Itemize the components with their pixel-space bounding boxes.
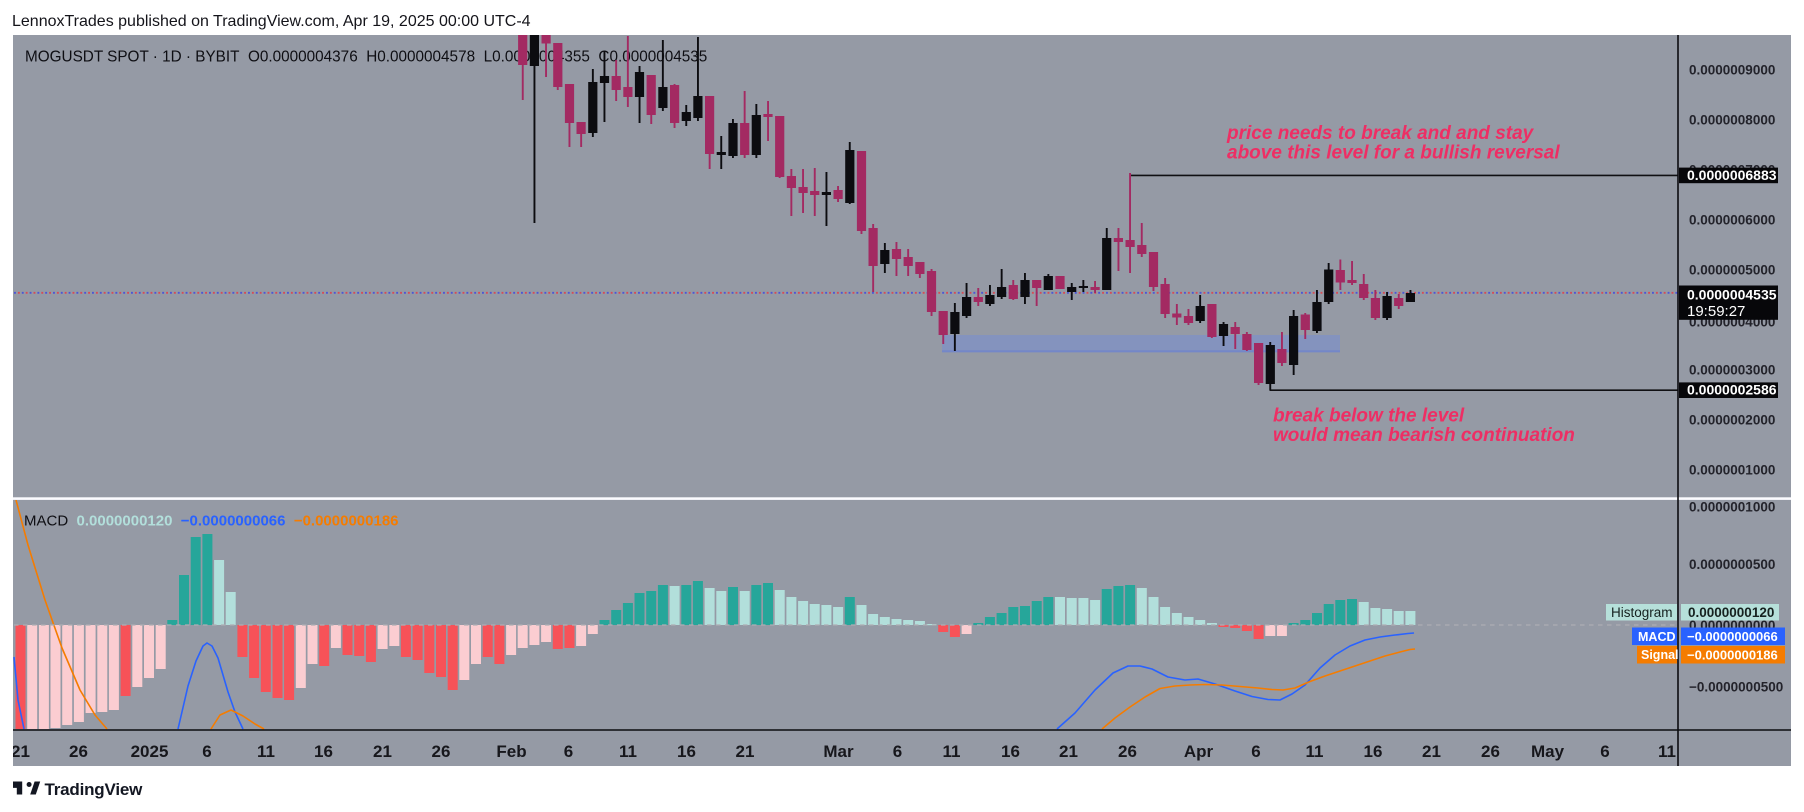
svg-text:0.0000001000: 0.0000001000 bbox=[1689, 463, 1775, 478]
svg-text:price needs to break and and s: price needs to break and and stay bbox=[1226, 123, 1535, 144]
svg-text:0.0000000120: 0.0000000120 bbox=[1688, 605, 1774, 620]
svg-text:6: 6 bbox=[1600, 742, 1609, 761]
svg-text:26: 26 bbox=[69, 742, 88, 761]
svg-text:16: 16 bbox=[1364, 742, 1383, 761]
svg-text:0.0000008000: 0.0000008000 bbox=[1689, 113, 1775, 128]
svg-text:11: 11 bbox=[1306, 742, 1324, 761]
svg-text:16: 16 bbox=[314, 742, 333, 761]
svg-text:break below the level: break below the level bbox=[1273, 406, 1465, 427]
svg-text:TradingView: TradingView bbox=[45, 780, 144, 799]
svg-text:−0.0000000066: −0.0000000066 bbox=[1687, 629, 1778, 644]
svg-text:0.0000004535: 0.0000004535 bbox=[1687, 286, 1777, 302]
svg-text:11: 11 bbox=[943, 742, 961, 761]
svg-text:6: 6 bbox=[564, 742, 573, 761]
svg-text:16: 16 bbox=[1001, 742, 1020, 761]
svg-text:0.0000002586: 0.0000002586 bbox=[1687, 382, 1777, 398]
svg-text:May: May bbox=[1531, 742, 1565, 761]
svg-text:Histogram: Histogram bbox=[1611, 605, 1673, 620]
svg-text:16: 16 bbox=[677, 742, 696, 761]
svg-text:Apr: Apr bbox=[1184, 742, 1214, 761]
svg-text:19:59:27: 19:59:27 bbox=[1687, 303, 1745, 320]
svg-text:11: 11 bbox=[619, 742, 637, 761]
svg-text:MACD: MACD bbox=[1638, 630, 1676, 644]
svg-text:6: 6 bbox=[202, 742, 211, 761]
svg-text:Feb: Feb bbox=[496, 742, 526, 761]
svg-text:21: 21 bbox=[11, 742, 30, 761]
svg-text:11: 11 bbox=[257, 742, 275, 761]
svg-text:−0.0000000186: −0.0000000186 bbox=[1687, 647, 1778, 662]
svg-text:6: 6 bbox=[893, 742, 902, 761]
svg-text:2025: 2025 bbox=[131, 742, 169, 761]
svg-text:would mean bearish continuatio: would mean bearish continuation bbox=[1273, 425, 1575, 446]
svg-text:21: 21 bbox=[1422, 742, 1441, 761]
svg-text:26: 26 bbox=[1481, 742, 1500, 761]
svg-text:0.0000000500: 0.0000000500 bbox=[1689, 557, 1775, 572]
svg-text:6: 6 bbox=[1251, 742, 1260, 761]
svg-text:11: 11 bbox=[1658, 742, 1676, 761]
svg-text:0.0000006883: 0.0000006883 bbox=[1687, 167, 1777, 183]
svg-text:21: 21 bbox=[736, 742, 755, 761]
svg-text:0.0000009000: 0.0000009000 bbox=[1689, 63, 1775, 78]
svg-text:0.0000006000: 0.0000006000 bbox=[1689, 213, 1775, 228]
svg-text:26: 26 bbox=[432, 742, 451, 761]
svg-text:0.0000005000: 0.0000005000 bbox=[1689, 263, 1775, 278]
svg-text:0.0000001000: 0.0000001000 bbox=[1689, 500, 1775, 515]
svg-text:−0.0000000500: −0.0000000500 bbox=[1689, 679, 1783, 694]
svg-text:0.0000003000: 0.0000003000 bbox=[1689, 363, 1775, 378]
svg-text:Mar: Mar bbox=[823, 742, 854, 761]
svg-text:MACD 0.0000000120 −0.0000000: MACD 0.0000000120 −0.0000000066 −0.00000… bbox=[24, 513, 399, 530]
svg-text:above this level for a bullish: above this level for a bullish reversal bbox=[1227, 143, 1560, 164]
svg-text:26: 26 bbox=[1118, 742, 1137, 761]
svg-text:0.0000002000: 0.0000002000 bbox=[1689, 413, 1775, 428]
svg-text:21: 21 bbox=[373, 742, 392, 761]
svg-text:Signal: Signal bbox=[1641, 648, 1679, 662]
svg-text:21: 21 bbox=[1059, 742, 1078, 761]
